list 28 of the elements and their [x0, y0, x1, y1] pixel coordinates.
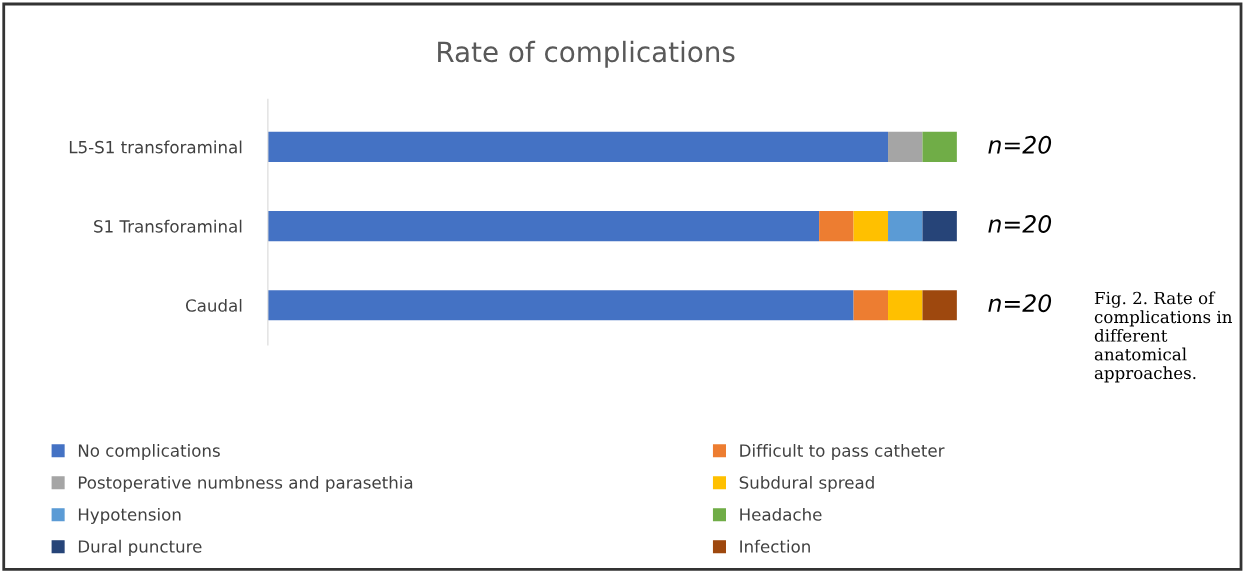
text: n=20 [988, 215, 1052, 233]
bar [888, 290, 923, 321]
bar [853, 290, 889, 321]
y-tick-label: Caudal [185, 298, 242, 312]
bar [267, 131, 889, 162]
text: n=20 [988, 135, 1052, 154]
legend-label: No complications [78, 443, 220, 461]
bar [888, 131, 923, 162]
bar [922, 211, 957, 242]
bar [853, 211, 889, 242]
bar [922, 290, 957, 321]
bar [267, 290, 854, 321]
legend-label: Postoperative numbness and parasethia [78, 475, 413, 493]
bar [267, 211, 820, 242]
legend-label: Hypotension [78, 507, 181, 525]
legend-label: Infection [740, 539, 810, 553]
caption: Fig. 2. Rate of complications in different anatomical approaches. [1094, 291, 1233, 383]
bar [922, 131, 957, 162]
bar [819, 211, 854, 242]
text: n=20 [988, 294, 1052, 313]
legend-label: Dural puncture [78, 539, 202, 556]
legend-label: Subdural spread [739, 475, 874, 493]
chart-title: Rate of complications [438, 40, 735, 68]
bar [888, 211, 923, 242]
y-tick-label: L5-S1 transforaminal [69, 140, 242, 154]
legend-label: Headache [740, 507, 822, 521]
legend-label: Difficult to pass catheter [740, 443, 945, 461]
y-tick-label: S1 Transforaminal [94, 219, 242, 233]
